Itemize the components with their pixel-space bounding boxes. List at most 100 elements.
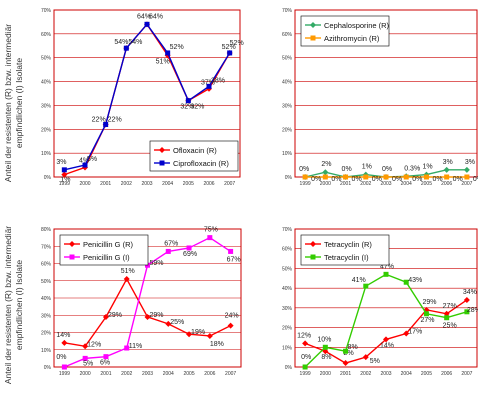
p1-data-label: 51% [156, 58, 170, 65]
p2-data-label: 1% [362, 164, 372, 171]
p3-data-label: 24% [225, 313, 239, 320]
p2-x-tick-label: 2004 [401, 181, 412, 187]
p2-x-tick-label: 2000 [320, 181, 331, 187]
p2-point-diamond [443, 166, 450, 173]
p1-y-tick-label: 10% [41, 151, 52, 157]
p2-data-label: 3% [465, 159, 475, 166]
p1-data-label: 22% [92, 117, 106, 124]
p4-point-square [444, 315, 450, 321]
p1-point-square [206, 83, 212, 89]
p4-y-tick-label: 20% [282, 326, 293, 332]
p3-y-tick-label: 20% [41, 331, 52, 337]
p3-point-square [186, 245, 192, 251]
p2-legend-label: Cephalosporine (R) [324, 21, 390, 30]
p2-y-tick-label: 20% [282, 127, 293, 133]
p3-point-square [82, 355, 88, 361]
p2-point-diamond [322, 169, 329, 176]
p3-data-label: 29% [150, 312, 164, 319]
p3-data-label: 11% [129, 343, 143, 350]
p3-data-label: 25% [170, 319, 184, 326]
p2-y-tick-label: 40% [282, 80, 293, 86]
p3-point-diamond [227, 322, 234, 329]
p3-x-tick-label: 2006 [204, 371, 215, 377]
p2-data-label: 3% [443, 159, 453, 166]
p3-point-diamond [82, 343, 89, 350]
p2-data-label: 2% [321, 161, 331, 168]
p1-data-label: 5% [87, 156, 97, 163]
p4-point-square [302, 364, 308, 370]
p4-data-label: 41% [352, 277, 366, 284]
p2-y-tick-label: 70% [282, 8, 293, 14]
p3-y-tick-label: 50% [41, 279, 52, 285]
p1-legend-label: Ciprofloxacin (R) [173, 159, 229, 168]
p4-data-label: 43% [408, 277, 422, 284]
p4-data-label: 12% [297, 332, 311, 339]
p3-point-diamond [186, 331, 193, 338]
y-axis-title-top-line1: Anteil der resistenten (R) bzw. intermed… [3, 24, 13, 182]
p3-y-tick-label: 40% [41, 296, 52, 302]
p4-y-tick-label: 40% [282, 286, 293, 292]
p1-data-label: 64% [137, 13, 151, 20]
p1-data-label: 37% [201, 80, 215, 87]
p4-data-label: 27% [420, 317, 434, 324]
p4-point-square [343, 348, 349, 354]
p4-data-label: 5% [370, 358, 380, 365]
p1-y-tick-label: 0% [44, 175, 52, 181]
p4-legend-marker [310, 241, 316, 247]
p4-point-square [363, 283, 369, 289]
p3-y-tick-label: 10% [41, 348, 52, 354]
p1-y-tick-label: 60% [41, 32, 52, 38]
p2-y-tick-label: 10% [282, 151, 293, 157]
p1-x-tick-label: 2002 [121, 181, 132, 187]
p3-point-square [228, 248, 234, 254]
p3-x-tick-label: 2001 [100, 371, 111, 377]
p3-point-diamond [206, 332, 213, 339]
p3-point-diamond [123, 276, 130, 283]
y-axis-title-top-line2: empfindlichen (I) Isolate [14, 58, 24, 149]
p4-point-diamond [383, 336, 389, 343]
p4-data-label: 8% [348, 344, 358, 351]
p3-y-tick-label: 80% [41, 227, 52, 233]
p2-legend-label: Azithromycin (R) [324, 34, 380, 43]
p2-point-square [464, 174, 470, 180]
p1-data-label: 64% [149, 13, 163, 20]
p4-data-label: 10% [317, 336, 331, 343]
p4-y-tick-label: 10% [282, 345, 293, 351]
p3-x-tick-label: 2000 [80, 371, 91, 377]
p1-point-diamond [61, 171, 68, 178]
p1-data-label: 52% [230, 40, 244, 47]
p2-data-label: 0% [299, 166, 309, 173]
p2-data-label: 0% [352, 176, 362, 183]
p3-x-tick-label: 2002 [121, 371, 132, 377]
p2-point-square [444, 174, 450, 180]
p3-data-label: 0% [56, 354, 66, 361]
p2-point-square [363, 174, 369, 180]
p4-x-tick-label: 2003 [380, 371, 391, 377]
p2-data-label: 0% [432, 176, 442, 183]
p3-data-label: 75% [204, 227, 218, 234]
p1-legend-marker [159, 160, 165, 166]
p2-legend-marker [310, 35, 316, 41]
p3-x-tick-label: 2007 [225, 371, 236, 377]
y-axis-title-bottom-line2: empfindlichen (I) Isolate [14, 260, 24, 351]
p2-x-tick-label: 2005 [421, 181, 432, 187]
p1-y-tick-label: 70% [41, 8, 52, 14]
p4-point-square [383, 271, 389, 277]
p4-point-square [322, 344, 328, 350]
p3-data-label: 29% [108, 312, 122, 319]
p4-data-label: 34% [463, 289, 477, 296]
p4-point-square [423, 311, 429, 317]
p1-legend-label: Ofloxacin (R) [173, 146, 217, 155]
p4-data-label: 0% [301, 354, 311, 361]
p3-point-square [61, 364, 67, 370]
p4-legend-label: Tetracyclin (R) [324, 240, 372, 249]
p3-data-label: 19% [191, 329, 205, 336]
p2-data-label: 0% [342, 166, 352, 173]
p4-data-label: 28% [467, 307, 478, 314]
p3-data-label: 6% [100, 360, 110, 367]
p4-legend-marker [310, 254, 316, 260]
p2-y-tick-label: 30% [282, 103, 293, 109]
p4-y-tick-label: 0% [285, 365, 293, 371]
p1-point-square [165, 50, 171, 56]
p1-x-tick-label: 2006 [203, 181, 214, 187]
